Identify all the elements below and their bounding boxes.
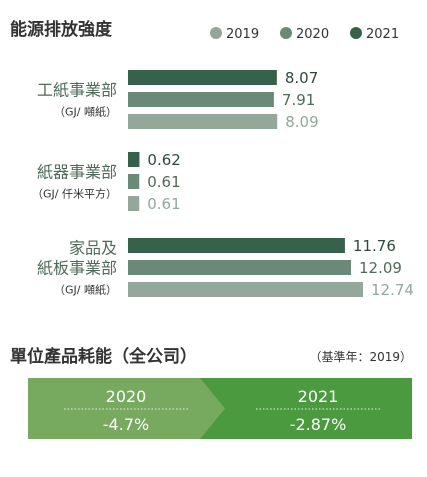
legend-marker-2020 (280, 27, 292, 39)
bar-2019 (128, 114, 278, 129)
bar-groups: 8.07 7.91 8.09 工紙事業部 （GJ/ 噸紙） 0.62 0.61 0.61 紙器事… (32, 69, 414, 299)
base-year-note: （基準年：2019） (309, 349, 412, 364)
bar-group: 0.62 0.61 0.61 紙器事業部 （GJ/ 仟米平方） (32, 151, 181, 213)
summary-year: 2021 (298, 387, 339, 406)
summary-boxes: 2020 -4.7% 2021 -2.87% (28, 378, 412, 439)
bar-value-label: 12.09 (359, 259, 402, 277)
bar-value-label: 0.61 (147, 173, 180, 191)
bar-2019 (128, 282, 363, 297)
bar-value-label: 0.61 (147, 195, 180, 213)
summary-change: -2.87% (290, 415, 347, 434)
bar-2020 (128, 260, 352, 275)
group-unit-label: （GJ/ 噸紙） (54, 283, 117, 297)
legend: 2019 2020 2021 (210, 27, 399, 42)
group-unit-label: （GJ/ 仟米平方） (32, 187, 117, 201)
bar-2019 (128, 196, 140, 211)
bar-2021 (128, 152, 140, 167)
summary-year: 2020 (106, 387, 147, 406)
legend-label-2021: 2021 (366, 27, 399, 42)
bar-value-label: 12.74 (371, 281, 414, 299)
bar-value-label: 11.76 (353, 237, 396, 255)
summary-title: 單位產品耗能（全公司） (10, 346, 197, 367)
group-unit-label: （GJ/ 噸紙） (54, 105, 117, 119)
bar-value-label: 0.62 (147, 151, 180, 169)
chart-title: 能源排放強度 (10, 19, 113, 40)
bar-value-label: 8.07 (285, 69, 318, 87)
bar-2021 (128, 70, 277, 85)
bar-value-label: 8.09 (285, 113, 318, 131)
summary-change: -4.7% (103, 415, 149, 434)
legend-label-2020: 2020 (296, 27, 329, 42)
group-name-label: 紙器事業部 (37, 163, 117, 182)
bar-2020 (128, 174, 140, 189)
legend-marker-2021 (350, 27, 362, 39)
bar-2021 (128, 238, 345, 253)
summary-panel: 單位產品耗能（全公司） （基準年：2019） 2020 -4.7% 2021 -2.8… (10, 346, 412, 439)
bar-2020 (128, 92, 274, 107)
summary-box-2020 (28, 378, 225, 439)
group-name-label: 家品及 (69, 239, 117, 258)
bar-value-label: 7.91 (282, 91, 315, 109)
legend-label-2019: 2019 (226, 27, 259, 42)
bar-group: 8.07 7.91 8.09 工紙事業部 （GJ/ 噸紙） (37, 69, 319, 131)
group-name-label: 紙板事業部 (37, 259, 117, 278)
legend-marker-2019 (210, 27, 222, 39)
group-name-label: 工紙事業部 (37, 81, 117, 100)
